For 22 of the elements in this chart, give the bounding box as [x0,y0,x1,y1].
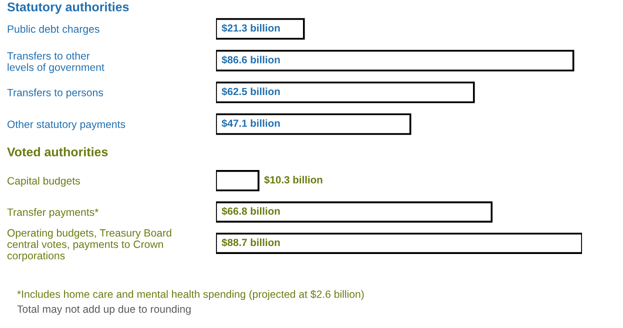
y-tick-label: Capital budgets [8,176,80,187]
bar [216,82,475,104]
y-tick-label: Transfers to persons [7,88,104,98]
bar [216,113,412,135]
bar [216,50,574,72]
data-label: $86.6 billion [222,56,280,64]
y-tick-label: Transfers to other levels of government [7,52,104,74]
data-label: $66.8 billion [222,207,280,216]
y-tick-label: Transfer payments* [7,208,99,218]
data-label: $10.3 billion [264,176,322,184]
text: Statutory authorities [7,2,129,14]
data-label: $47.1 billion [222,119,280,128]
text: Voted authorities [7,147,108,156]
text: *Includes home care and mental health spending (projected at $2.6 billion) [17,290,364,300]
text: Total may not add up due to rounding [17,305,191,315]
y-tick-label: Other statutory payments [8,120,126,130]
data-label: $62.5 billion [222,87,280,96]
bar [216,18,305,40]
y-tick-label: Operating budgets, Treasury Board central votes, payments to Crown corporations [7,228,172,262]
data-label: $88.7 billion [222,238,280,247]
y-tick-label: Public debt charges [8,25,100,35]
data-label: $21.3 billion [222,24,280,32]
